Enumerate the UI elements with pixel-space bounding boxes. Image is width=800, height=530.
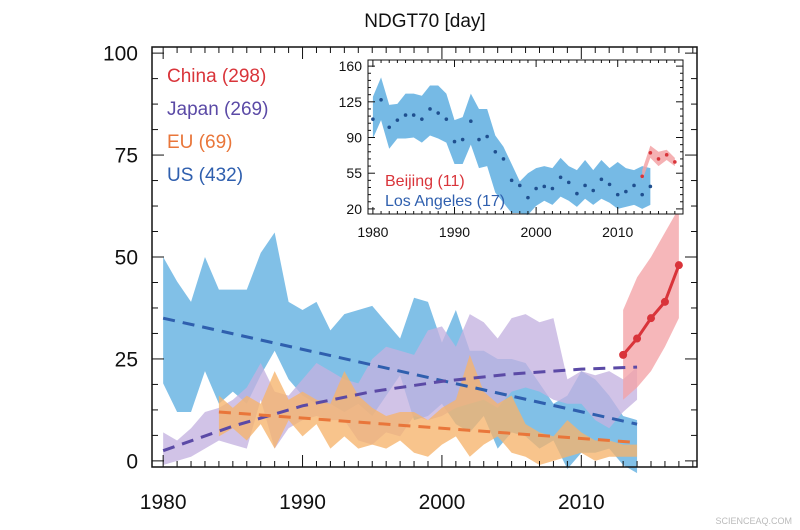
legend-japan: Japan (269) xyxy=(167,99,268,120)
x-tick-label: 2010 xyxy=(558,491,605,514)
los-angeles-point xyxy=(566,180,571,185)
x-tick-label: 1990 xyxy=(439,224,470,240)
los-angeles-point xyxy=(575,191,579,196)
eu-range-band xyxy=(218,354,638,465)
x-tick-label: 2010 xyxy=(602,224,633,240)
us-trend-line xyxy=(162,316,638,426)
los-angeles-point xyxy=(436,111,440,115)
legend-us: US (432) xyxy=(167,165,243,186)
china-point xyxy=(647,314,656,323)
china-point xyxy=(674,261,683,270)
los-angeles-point xyxy=(493,149,498,154)
los-angeles-point xyxy=(599,177,604,182)
los-angeles-point xyxy=(517,183,522,188)
los-angeles-point xyxy=(395,118,400,122)
inset-plot: 1980 1990 2000 2010 20 55 90 125 160 Beijing (11)… xyxy=(339,58,684,240)
beijing-point xyxy=(656,157,661,161)
beijing-point xyxy=(640,174,644,179)
y-tick-label: 90 xyxy=(346,130,362,146)
beijing-point xyxy=(664,153,669,157)
x-tick-label: 1990 xyxy=(279,491,326,514)
chart-title: NDGT70 [day] xyxy=(364,11,485,32)
los-angeles-point xyxy=(591,188,596,193)
los-angeles-point xyxy=(558,175,563,180)
china-range-band xyxy=(623,208,679,400)
beijing-point xyxy=(648,151,653,155)
y-tick-label: 55 xyxy=(346,165,362,181)
los-angeles-point xyxy=(379,97,383,102)
main-legend: China (298) Japan (269) EU (69) US (432) xyxy=(167,66,268,186)
y-tick-label: 75 xyxy=(115,145,138,168)
los-angeles-point xyxy=(542,184,547,189)
beijing-point xyxy=(673,160,677,164)
china-point xyxy=(633,334,642,343)
los-angeles-point xyxy=(501,157,506,161)
inset-legend-los-angeles: Los Angeles (17) xyxy=(385,193,505,210)
los-angeles-point xyxy=(583,183,587,188)
los-angeles-point xyxy=(411,113,416,117)
y-tick-label: 125 xyxy=(339,94,363,110)
y-tick-label: 50 xyxy=(115,247,138,270)
x-tick-label: 1980 xyxy=(357,224,388,240)
watermark: SCIENCEAQ.COM xyxy=(715,516,792,526)
legend-eu: EU (69) xyxy=(167,132,232,153)
los-angeles-point xyxy=(477,137,481,142)
los-angeles-point xyxy=(607,182,612,187)
los-angeles-point xyxy=(624,189,628,194)
los-angeles-point xyxy=(420,117,424,121)
los-angeles-point xyxy=(452,139,457,144)
china-point xyxy=(660,297,669,306)
china-point xyxy=(619,350,628,359)
los-angeles-point xyxy=(428,107,432,111)
y-tick-label: 160 xyxy=(339,58,363,74)
main-plot-area: 1980 1990 2000 2010 0 25 50 75 100 xyxy=(103,43,698,514)
y-tick-label: 100 xyxy=(103,43,138,66)
y-tick-label: 20 xyxy=(346,201,362,217)
x-tick-label: 1980 xyxy=(140,491,187,514)
los-angeles-point xyxy=(371,117,375,121)
los-angeles-point xyxy=(469,119,473,123)
los-angeles-point xyxy=(387,125,392,130)
los-angeles-point xyxy=(485,134,489,139)
x-tick-label: 2000 xyxy=(419,491,466,514)
japan-trend-line xyxy=(162,365,638,453)
los-angeles-point xyxy=(615,192,620,197)
y-tick-label: 25 xyxy=(115,349,138,372)
los-angeles-point xyxy=(444,117,449,121)
los-angeles-point xyxy=(550,186,555,191)
inset-legend-beijing: Beijing (11) xyxy=(385,173,465,190)
legend-china: China (298) xyxy=(167,66,266,87)
eu-trend-line xyxy=(218,410,638,445)
los-angeles-point xyxy=(509,178,514,183)
los-angeles-point xyxy=(526,195,530,200)
los-angeles-point xyxy=(534,186,538,191)
los-angeles-point xyxy=(640,192,644,197)
los-angeles-point xyxy=(632,183,636,188)
x-tick-label: 2000 xyxy=(521,224,552,240)
los-angeles-point xyxy=(403,113,408,117)
los-angeles-point xyxy=(648,184,653,189)
los-angeles-range-band xyxy=(372,77,651,216)
plot-frame xyxy=(367,59,684,215)
los-angeles-point xyxy=(460,137,465,142)
y-tick-label: 0 xyxy=(126,450,138,473)
